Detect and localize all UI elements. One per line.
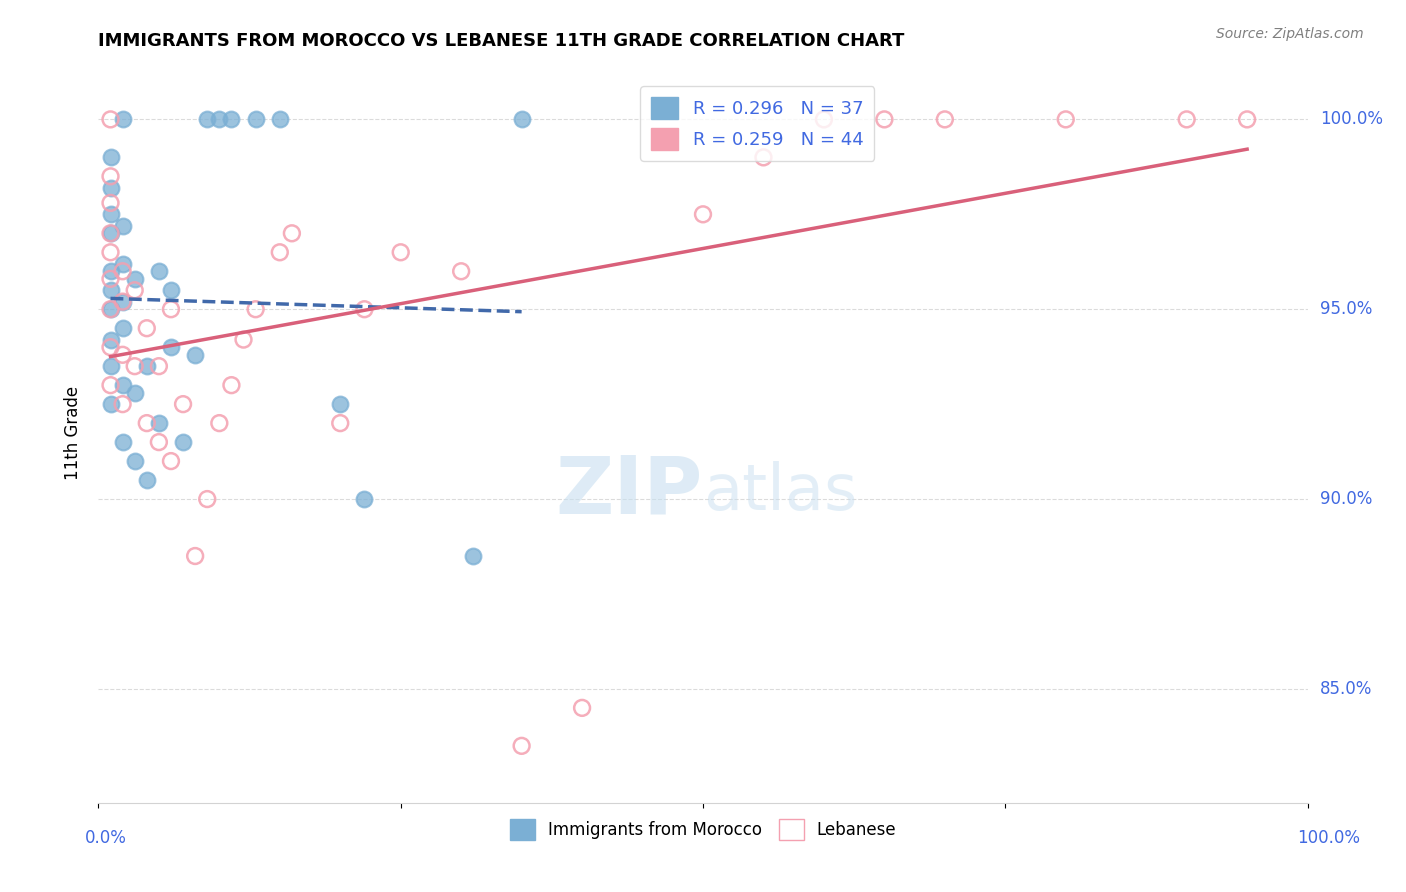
Point [873, 112, 896, 127]
Point [934, 112, 956, 127]
Point [100, 283, 122, 297]
Point [100, 245, 122, 260]
Point [160, 283, 183, 297]
Point [353, 302, 375, 317]
Point [100, 302, 122, 317]
Point [111, 397, 134, 411]
Point [124, 272, 146, 286]
Point [124, 283, 146, 297]
Point [1054, 112, 1077, 127]
Point [148, 359, 170, 374]
Point [245, 302, 267, 317]
Point [100, 227, 122, 241]
Point [221, 112, 243, 127]
Point [100, 180, 122, 194]
Point [184, 549, 207, 563]
Point [281, 227, 304, 241]
Legend: Immigrants from Morocco, Lebanese: Immigrants from Morocco, Lebanese [503, 813, 903, 847]
Point [111, 219, 134, 233]
Point [100, 378, 122, 392]
Point [195, 491, 218, 506]
Point [111, 294, 134, 309]
Point [813, 112, 835, 127]
Point [111, 378, 134, 392]
Point [269, 112, 291, 127]
Point [100, 397, 122, 411]
Text: 85.0%: 85.0% [1320, 680, 1372, 698]
Point [195, 112, 218, 127]
Point [160, 454, 183, 468]
Point [124, 454, 146, 468]
Point [100, 150, 122, 164]
Point [184, 348, 207, 362]
Point [752, 150, 775, 164]
Text: IMMIGRANTS FROM MOROCCO VS LEBANESE 11TH GRADE CORRELATION CHART: IMMIGRANTS FROM MOROCCO VS LEBANESE 11TH… [98, 32, 905, 50]
Point [100, 195, 122, 210]
Point [450, 264, 472, 278]
Point [135, 473, 157, 487]
Point [1175, 112, 1198, 127]
Point [124, 359, 146, 374]
Point [232, 333, 254, 347]
Point [111, 294, 134, 309]
Text: Source: ZipAtlas.com: Source: ZipAtlas.com [1216, 27, 1364, 41]
Point [135, 416, 157, 430]
Point [111, 348, 134, 362]
Point [463, 549, 485, 563]
Point [100, 302, 122, 317]
Point [160, 340, 183, 354]
Y-axis label: 11th Grade: 11th Grade [63, 385, 82, 480]
Point [111, 264, 134, 278]
Text: atlas: atlas [703, 461, 858, 523]
Point [389, 245, 412, 260]
Point [100, 264, 122, 278]
Text: 100.0%: 100.0% [1320, 111, 1382, 128]
Point [510, 112, 533, 127]
Point [172, 397, 194, 411]
Point [571, 701, 593, 715]
Point [172, 435, 194, 450]
Point [111, 321, 134, 335]
Point [353, 491, 375, 506]
Point [100, 207, 122, 221]
Point [692, 207, 714, 221]
Point [1236, 112, 1258, 127]
Point [208, 112, 231, 127]
Point [111, 257, 134, 271]
Point [100, 272, 122, 286]
Point [135, 321, 157, 335]
Text: 0.0%: 0.0% [84, 829, 127, 847]
Point [221, 378, 243, 392]
Point [100, 227, 122, 241]
Point [100, 359, 122, 374]
Point [329, 416, 352, 430]
Point [135, 359, 157, 374]
Point [148, 264, 170, 278]
Point [148, 435, 170, 450]
Point [100, 333, 122, 347]
Point [329, 397, 352, 411]
Point [100, 112, 122, 127]
Point [245, 112, 267, 127]
Point [100, 169, 122, 184]
Point [124, 385, 146, 400]
Point [111, 435, 134, 450]
Point [269, 245, 291, 260]
Point [510, 739, 533, 753]
Point [148, 416, 170, 430]
Point [160, 302, 183, 317]
Point [111, 112, 134, 127]
Text: 95.0%: 95.0% [1320, 301, 1372, 318]
Point [208, 416, 231, 430]
Text: 90.0%: 90.0% [1320, 490, 1372, 508]
Text: ZIP: ZIP [555, 453, 703, 531]
Text: 100.0%: 100.0% [1298, 829, 1360, 847]
Point [100, 340, 122, 354]
